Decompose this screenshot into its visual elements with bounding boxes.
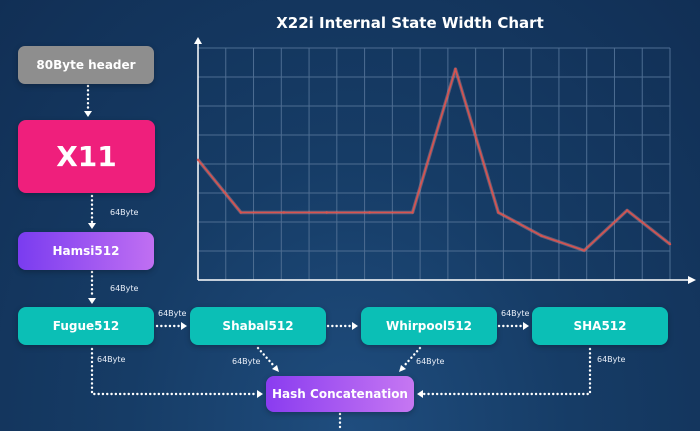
connector-whirlpool-hash [402, 346, 422, 368]
whirlpool512-box: Whirpool512 [361, 307, 497, 345]
chart-grid [197, 47, 671, 281]
arrow-head-x11-hamsi [88, 223, 96, 229]
chart-series-line [196, 67, 672, 253]
hamsi512-box: Hamsi512 [18, 232, 154, 270]
arrow-head-shabal-hash [272, 365, 279, 372]
y-axis-arrow [194, 37, 202, 44]
arrow-head-header-x11 [84, 111, 92, 117]
arrow-head-hamsi-fugue [88, 298, 96, 304]
data-point [196, 158, 200, 161]
data-point [368, 211, 371, 214]
connector-fugue-hash [90, 347, 258, 396]
arrow-head-sha-hash [417, 390, 423, 398]
connector-shabal-hash [256, 346, 276, 368]
edge-label-fugue-hash: 64Byte [97, 355, 126, 364]
header-box: 80Byte header [18, 46, 154, 84]
data-point [411, 211, 414, 214]
connector-sha-hash [422, 347, 592, 396]
arrow-head-whirlpool-hash [399, 365, 406, 372]
sha512-box: SHA512 [532, 307, 668, 345]
data-point [325, 211, 328, 214]
x-axis-arrow [688, 276, 696, 284]
edge-label-fugue-shabal: 64Byte [158, 309, 187, 318]
data-point [454, 67, 457, 71]
shabal512-box: Shabal512 [190, 307, 326, 345]
edge-label-whirlpool-hash: 64Byte [416, 357, 445, 366]
data-point [582, 249, 586, 252]
x11-box: X11 [18, 120, 155, 193]
edge-label-x11-hamsi: 64Byte [110, 208, 139, 217]
data-point [497, 211, 500, 214]
data-point [282, 211, 286, 214]
chart-axes [194, 37, 696, 284]
fugue512-box: Fugue512 [18, 307, 154, 345]
arrow-head-fugue-hash [257, 390, 263, 398]
edge-label-shabal-hash: 64Byte [232, 357, 261, 366]
flow-connectors [84, 84, 592, 431]
arrow-head-shabal-whirlpool [352, 322, 358, 330]
data-point [668, 242, 672, 246]
data-point [625, 209, 629, 212]
series-line-glow [196, 67, 672, 253]
arrow-head-fugue-shabal [181, 322, 187, 330]
data-point [540, 234, 543, 237]
edge-label-sha-hash: 64Byte [597, 355, 626, 364]
series-line [197, 68, 671, 252]
edge-label-hamsi-fugue: 64Byte [110, 284, 139, 293]
data-point [239, 211, 243, 214]
edge-label-whirlpool-sha: 64Byte [501, 309, 530, 318]
chart-title: X22i Internal State Width Chart [276, 14, 544, 32]
arrow-head-whirlpool-sha [523, 322, 529, 330]
hash-concatenation-box: Hash Concatenation [266, 376, 414, 412]
